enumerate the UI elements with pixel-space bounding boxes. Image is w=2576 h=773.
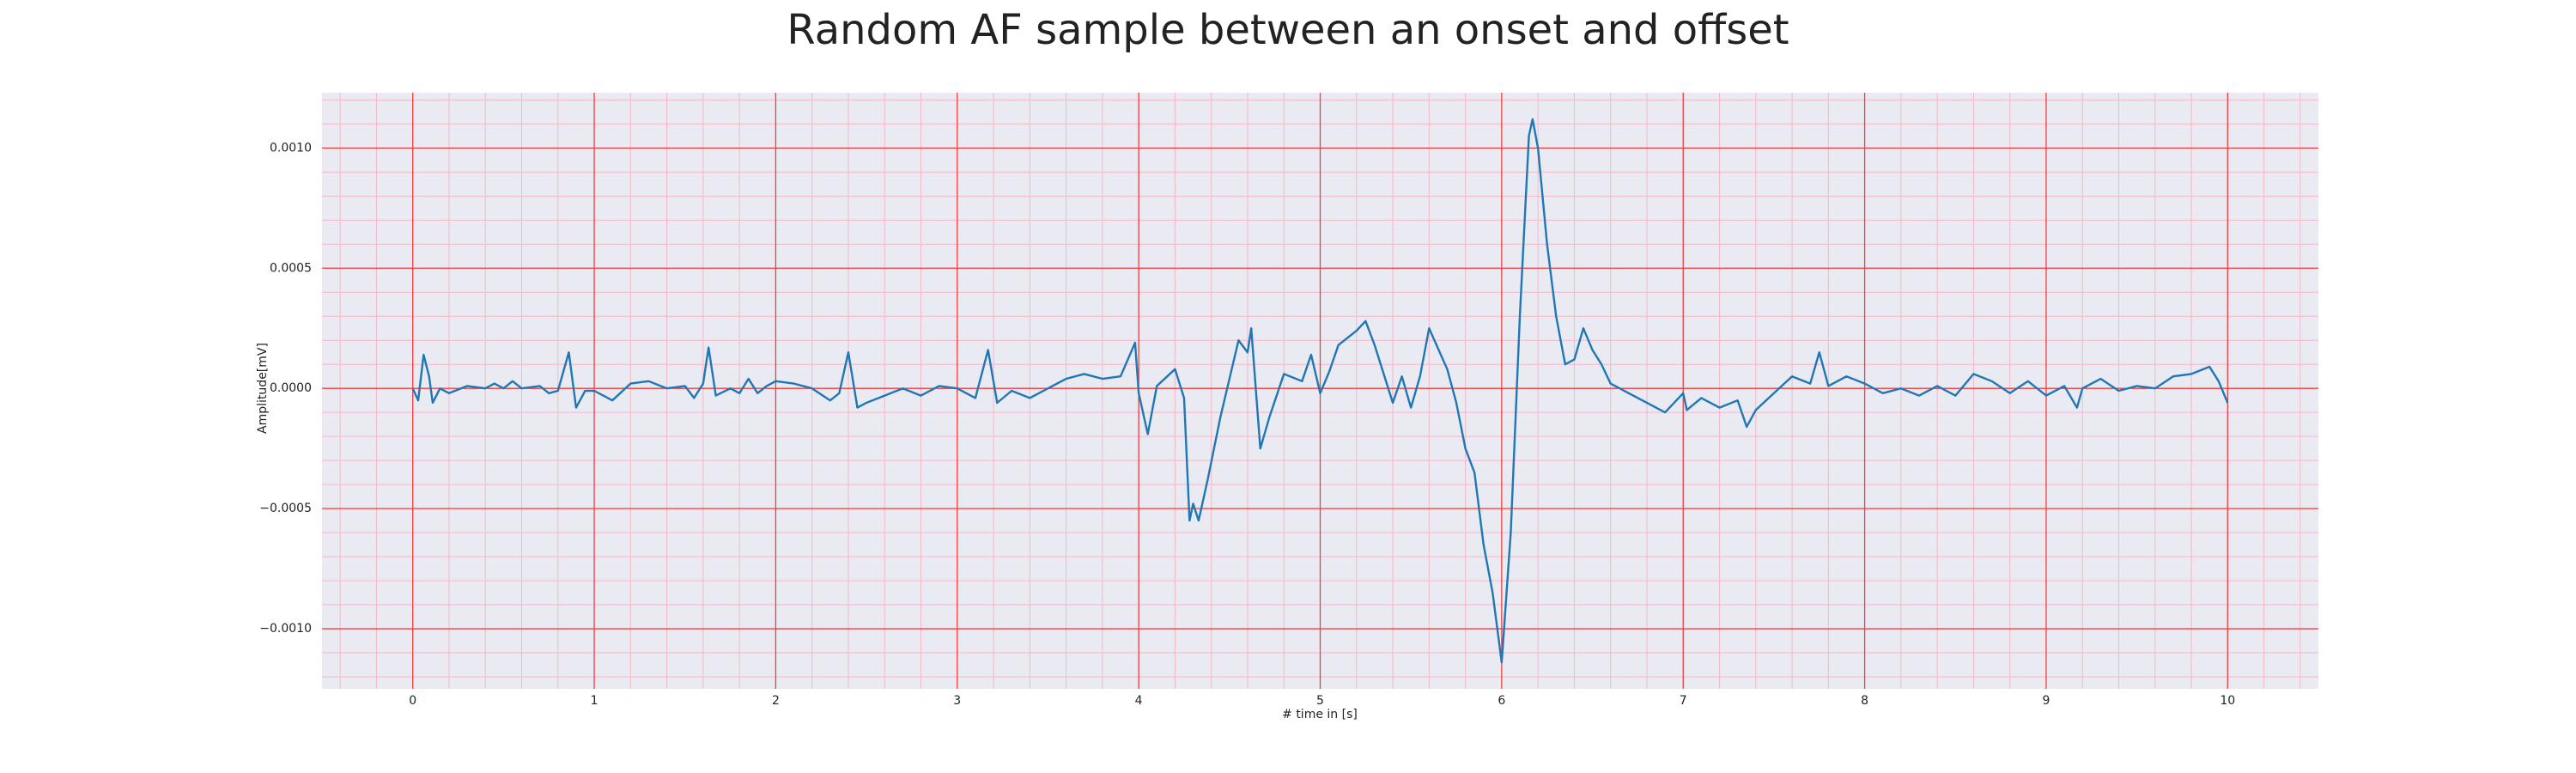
x-tick-label: 8 (1861, 694, 1868, 708)
x-tick-label: 10 (2220, 694, 2235, 708)
y-tick-label: 0.0010 (270, 141, 312, 155)
chart-title: Random AF sample between an onset and of… (787, 6, 1789, 54)
x-tick-label: 4 (1135, 694, 1143, 708)
x-tick-label: 1 (591, 694, 598, 708)
x-tick-label: 5 (1316, 694, 1324, 708)
y-axis-label: Amplitude[mV] (256, 343, 270, 434)
y-tick-label: 0.0000 (270, 381, 312, 395)
x-tick-label: 9 (2042, 694, 2050, 708)
x-tick-label: 6 (1498, 694, 1505, 708)
line-series (411, 118, 2229, 664)
x-tick-label: 2 (772, 694, 780, 708)
y-tick-label: −0.0010 (259, 622, 312, 636)
marks (411, 118, 2229, 664)
y-tick-label: 0.0005 (270, 261, 312, 275)
x-axis-label: # time in [s] (1282, 708, 1358, 721)
x-tick-label: 7 (1680, 694, 1687, 708)
x-tick-label: 3 (953, 694, 961, 708)
x-tick-label: 0 (409, 694, 416, 708)
y-tick-label: −0.0005 (259, 502, 312, 515)
